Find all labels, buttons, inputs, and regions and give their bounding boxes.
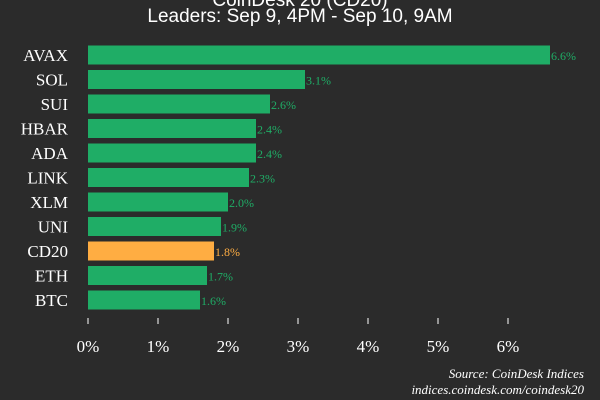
value-label-btc: 1.6% <box>201 294 226 308</box>
value-label-link: 2.3% <box>250 172 275 186</box>
bar-sol <box>88 70 305 89</box>
value-label-hbar: 2.4% <box>257 123 282 137</box>
bar-uni <box>88 217 221 236</box>
value-label-xlm: 2.0% <box>229 196 254 210</box>
value-label-cd20: 1.8% <box>215 245 240 259</box>
category-label-ada: ADA <box>31 144 69 163</box>
bar-avax <box>88 46 550 65</box>
x-tick-label: 0% <box>77 337 100 356</box>
source-text: Source: CoinDesk Indices <box>449 366 584 382</box>
bar-sui <box>88 95 270 114</box>
x-tick-label: 2% <box>217 337 240 356</box>
value-label-eth: 1.7% <box>208 270 233 284</box>
bar-ada <box>88 144 256 163</box>
category-label-hbar: HBAR <box>21 120 69 139</box>
bar-cd20 <box>88 242 214 261</box>
value-label-sol: 3.1% <box>306 74 331 88</box>
bar-btc <box>88 291 200 310</box>
value-label-avax: 6.6% <box>551 49 576 63</box>
value-label-sui: 2.6% <box>271 98 296 112</box>
bar-link <box>88 168 249 187</box>
category-label-eth: ETH <box>35 267 68 286</box>
x-tick-label: 1% <box>147 337 170 356</box>
category-label-link: LINK <box>27 169 68 188</box>
x-tick-label: 6% <box>497 337 520 356</box>
value-label-uni: 1.9% <box>222 221 247 235</box>
category-label-btc: BTC <box>35 291 68 310</box>
source-url: indices.coindesk.com/coindesk20 <box>411 382 584 398</box>
x-tick-label: 5% <box>427 337 450 356</box>
bar-xlm <box>88 193 228 212</box>
x-tick-label: 3% <box>287 337 310 356</box>
x-tick-label: 4% <box>357 337 380 356</box>
bar-hbar <box>88 119 256 138</box>
category-label-sui: SUI <box>41 95 69 114</box>
bar-eth <box>88 266 207 285</box>
value-label-ada: 2.4% <box>257 147 282 161</box>
category-label-avax: AVAX <box>23 46 68 65</box>
category-label-xlm: XLM <box>30 193 68 212</box>
category-label-cd20: CD20 <box>27 242 68 261</box>
category-label-uni: UNI <box>38 218 69 237</box>
category-label-sol: SOL <box>36 71 68 90</box>
